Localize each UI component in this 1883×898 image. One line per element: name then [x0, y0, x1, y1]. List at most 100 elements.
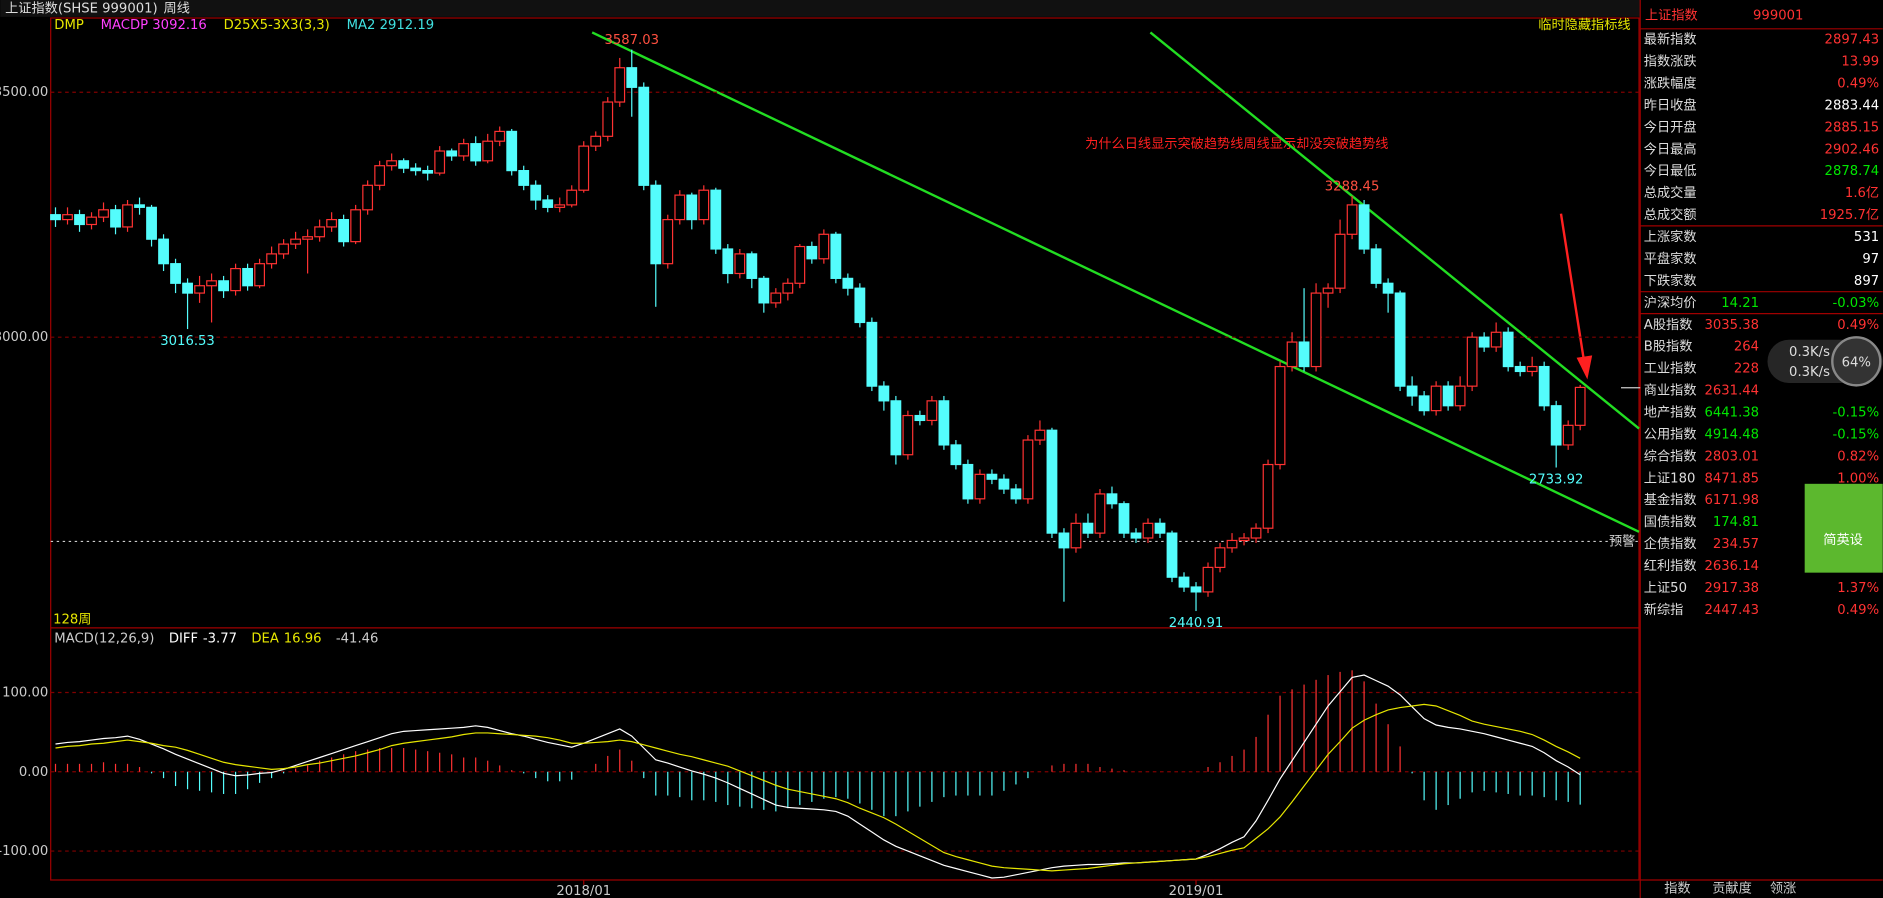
candle-body [1322, 287, 1334, 294]
index-value: 174.81 [1713, 515, 1759, 530]
candle-body [1418, 395, 1430, 412]
candle-body [1574, 386, 1586, 426]
candle-body [950, 444, 962, 466]
macd-legend: -41.46 [336, 632, 379, 647]
diff-line [55, 674, 1581, 879]
candle-body [590, 135, 602, 147]
tab[interactable]: 贡献度 [1712, 880, 1752, 896]
macd-legend: 16.96 [284, 632, 322, 647]
y-tick-label: 3500.00 [0, 85, 48, 100]
candle-body [266, 253, 278, 265]
macd-y-tick-label: -100.00 [0, 844, 48, 859]
quote-value: 1925.7亿 [1820, 207, 1879, 223]
candle-body [674, 194, 686, 221]
candle-body [1562, 424, 1574, 446]
quote-value: 2885.15 [1825, 120, 1880, 135]
candle-body [314, 226, 326, 238]
chart-frame [50, 17, 1640, 881]
trend-line [1149, 31, 1640, 430]
candle-body [938, 400, 950, 446]
index-name: 上证50 [1644, 580, 1687, 596]
candle-body [1166, 532, 1178, 578]
dea-line [55, 703, 1581, 872]
index-value: 2447.43 [1705, 603, 1760, 618]
candle-body [206, 280, 217, 287]
ime-widget[interactable] [1804, 483, 1883, 573]
window-title: 上证指数(SHSE 999001) [5, 0, 158, 16]
candle-body [494, 130, 506, 142]
candle-body [158, 238, 169, 265]
low-label: 3016.53 [160, 334, 215, 349]
candle-body [338, 218, 350, 243]
y-tick-label: 3000.00 [0, 330, 48, 345]
memory-percent: 64% [1842, 356, 1871, 371]
candle-body [1346, 204, 1358, 235]
ime-label: 简英设 [1823, 531, 1863, 548]
candle-body [98, 209, 109, 218]
alert-label: 预警 [1609, 533, 1635, 549]
macd-y-tick-label: 0.00 [19, 765, 48, 780]
candle-body [1298, 341, 1310, 368]
candle-body [1106, 493, 1118, 505]
candle-body [1442, 385, 1454, 407]
candle-body [1082, 522, 1094, 534]
low-label: 2440.91 [1169, 616, 1224, 631]
quote-value: 531 [1854, 230, 1879, 245]
candle-body [1430, 385, 1442, 412]
candle-body [1094, 493, 1106, 534]
quote-name: 昨日收盘 [1644, 96, 1697, 113]
candle-body [1526, 365, 1538, 373]
candle-body [818, 233, 830, 260]
period-select[interactable]: 周线 [164, 0, 190, 16]
candle-body [1142, 522, 1154, 539]
macd-y-tick-label: 100.00 [2, 685, 48, 700]
candle-body [830, 233, 842, 279]
tab[interactable]: 指数 [1664, 880, 1690, 896]
candle-body [410, 167, 422, 172]
index-name: 国债指数 [1644, 514, 1697, 530]
candle-body [902, 414, 914, 456]
index-value: 3035.38 [1705, 318, 1760, 333]
tab[interactable]: 领涨 [1770, 880, 1796, 896]
candle-body [1262, 463, 1274, 529]
candle-body [398, 160, 410, 169]
upload-speed: 0.3K/s [1789, 345, 1830, 360]
quote-name: 总成交额 [1644, 206, 1697, 223]
candle-body [542, 199, 554, 208]
index-name: 综合指数 [1644, 448, 1697, 464]
candle-body [1478, 336, 1490, 348]
index-value: 2803.01 [1705, 449, 1760, 464]
candle-body [1118, 503, 1130, 534]
candle-body [1394, 292, 1406, 387]
quote-name: 今日开盘 [1644, 118, 1697, 135]
macd-legend: DEA [251, 632, 279, 647]
index-value: 14.21 [1721, 296, 1759, 311]
candle-body [758, 277, 770, 304]
candle-body [446, 150, 458, 157]
candle-body [278, 243, 290, 255]
candle-body [1202, 566, 1214, 593]
candle-body [1550, 405, 1562, 446]
quote-name: 总成交量 [1644, 184, 1697, 201]
index-change: 0.49% [1837, 318, 1879, 333]
candle-body [350, 209, 362, 243]
candle-body [1046, 429, 1058, 534]
index-name: 上证180 [1644, 470, 1696, 486]
index-change: 1.00% [1837, 471, 1879, 486]
quote-value: 2897.43 [1825, 33, 1880, 48]
download-speed: 0.3K/s [1789, 365, 1830, 380]
index-name: 公用指数 [1644, 426, 1697, 442]
hide-indicator-button[interactable]: 临时隐藏指标线 [1538, 17, 1630, 33]
index-name: 商业指数 [1644, 383, 1697, 399]
index-name: 工业指数 [1644, 361, 1697, 377]
candle-body [554, 204, 566, 208]
candle-body [974, 473, 986, 500]
candle-body [170, 263, 181, 284]
candle-body [986, 473, 998, 480]
candle-body [1034, 429, 1046, 441]
indicator-label: DMP [54, 18, 84, 33]
index-change: -0.15% [1832, 427, 1879, 442]
candle-body [470, 143, 482, 162]
candle-body [290, 238, 302, 245]
candle-body [1538, 365, 1550, 407]
